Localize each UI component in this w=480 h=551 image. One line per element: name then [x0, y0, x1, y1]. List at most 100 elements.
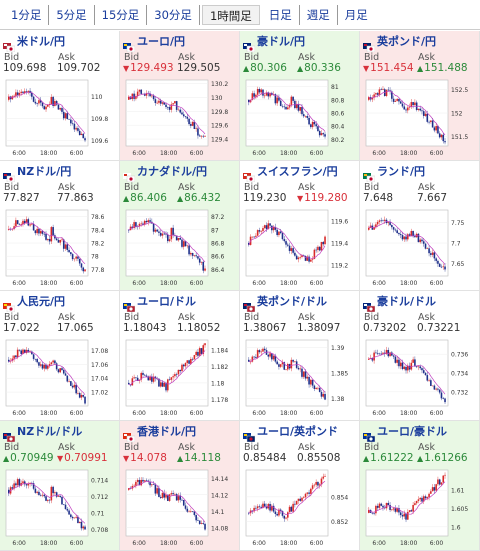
chart-area[interactable]: 81 80.8 80.6 80.4 80.2 6:00 18:00 6:00	[242, 76, 358, 158]
chart-area[interactable]: 110 109.8 109.6 6:00 18:00 6:00	[2, 76, 118, 158]
currency-card[interactable]: ランド/円 Bid Ask 7.648 7.667 7.75 7.7 7.65 6:00 18:0…	[360, 161, 480, 291]
chart-area[interactable]: 17.08 17.06 17.04 17.02 6:00 18:00 6:00	[2, 336, 118, 418]
chart-area[interactable]: 7.75 7.7 7.65 6:00 18:00 6:00	[362, 206, 478, 288]
currency-card[interactable]: 英ポンド/円 Bid Ask 151.454 151.488 152.5 152 151.5 6…	[360, 31, 480, 161]
candle-body	[263, 348, 266, 351]
pair-title-link[interactable]: ユーロ/ドル	[137, 295, 197, 308]
currency-flag-icon	[243, 37, 256, 52]
currency-card[interactable]: 米ドル/円 Bid Ask 109.698 109.702 110 109.8 109.6 6:…	[0, 31, 120, 161]
tab-timeframe[interactable]: 5分足	[49, 4, 95, 25]
tab-timeframe[interactable]: 15分足	[95, 4, 148, 25]
bid-value: 1.18043	[123, 322, 167, 334]
moving-average-line	[128, 222, 206, 263]
pair-title-link[interactable]: 人民元/円	[17, 295, 66, 308]
tab-timeframe[interactable]: 週足	[300, 4, 338, 25]
candle-body	[315, 482, 317, 485]
bid-label: Bid	[364, 52, 380, 63]
pair-title-link[interactable]: 豪ドル/ドル	[377, 295, 437, 308]
pair-title-link[interactable]: ユーロ/英ポンド	[257, 425, 339, 438]
candle-body	[29, 351, 31, 353]
tab-timeframe[interactable]: 1時間足	[201, 4, 260, 25]
currency-card[interactable]: ユーロ/ドル Bid Ask 1.18043 1.18052 1.184 1.182 1.18…	[120, 291, 240, 421]
moving-average-line	[248, 92, 326, 132]
candle-body	[435, 484, 437, 491]
chart-area[interactable]: 0.736 0.734 0.732 6:00 18:00 6:00	[362, 336, 478, 418]
candle-body	[412, 102, 414, 106]
candle-body	[168, 239, 171, 242]
tab-timeframe[interactable]: 30分足	[147, 4, 200, 25]
chart-area[interactable]: 87.2 87 86.8 86.6 86.4 6:00 18:00 6:00	[122, 206, 238, 288]
tab-timeframe[interactable]: 日足	[262, 4, 300, 25]
candle-body	[306, 376, 309, 379]
candle-body	[82, 133, 85, 139]
x-tick-label: 6:00	[372, 150, 386, 157]
candle-body	[151, 484, 153, 486]
candle-body	[419, 239, 422, 243]
chart-area[interactable]: 14.14 14.12 14.1 14.08 6:00 18:00 6:00	[122, 466, 238, 548]
currency-card[interactable]: NZドル/ドルBidAsk0.709490.709910.7140.7120.7…	[0, 421, 120, 551]
candle-body	[45, 496, 47, 501]
pair-title-link[interactable]: 英ポンド/円	[377, 35, 437, 48]
pair-title-link[interactable]: ユーロ/豪ドル	[377, 425, 448, 438]
chart-area[interactable]: 1.61 1.605 1.6 6:00 18:00 6:00	[362, 466, 478, 548]
currency-card[interactable]: 香港ドル/円BidAsk14.07814.11814.1414.1214.114…	[120, 421, 240, 551]
currency-card[interactable]: ユーロ/英ポンド Bid Ask 0.85484 0.85508 0.854 0.852 6:…	[240, 421, 360, 551]
currency-card[interactable]: NZドル/円 Bid Ask 77.827 77.863 78.6 78.4 78.2 78 77…	[0, 161, 120, 291]
y-tick-label: 129.8	[211, 109, 228, 116]
candle-body	[313, 385, 316, 389]
candle-body	[253, 93, 255, 97]
pair-title-link[interactable]: NZドル/ドル	[17, 425, 83, 438]
candle-body	[440, 482, 443, 485]
candle-body	[385, 89, 388, 96]
candle-body	[193, 255, 196, 256]
chart-area[interactable]: 0.714 0.712 0.71 0.708 6:00 18:00 6:00	[2, 466, 118, 548]
candle-body	[172, 493, 174, 495]
chart-area[interactable]: 1.39 1.385 1.38 6:00 18:00 6:00	[242, 336, 358, 418]
candle-body	[177, 109, 180, 111]
chart-area[interactable]: 130.2 130 129.8 129.6 129.4 6:00 18:00 6:00	[122, 76, 238, 158]
x-tick-label: 18:00	[40, 410, 57, 417]
chart-area[interactable]: 78.6 78.4 78.2 78 77.8 6:00 18:00 6:00	[2, 206, 118, 288]
pair-title-link[interactable]: 豪ドル/円	[257, 35, 306, 48]
candle-body	[410, 230, 413, 236]
candle-body	[265, 225, 268, 230]
candle-body	[438, 389, 441, 393]
candle-body	[165, 233, 167, 235]
candle-body	[20, 350, 23, 354]
candle-body	[174, 494, 176, 495]
chart-area[interactable]: 152.5 152 151.5 6:00 18:00 6:00	[362, 76, 478, 158]
pair-title-link[interactable]: ユーロ/円	[137, 35, 186, 48]
tab-timeframe[interactable]: 月足	[344, 7, 368, 22]
candle-body	[158, 378, 160, 387]
candle-body	[159, 232, 162, 236]
candle-body	[410, 362, 413, 370]
pair-title-link[interactable]: 米ドル/円	[17, 35, 66, 48]
pair-title-link[interactable]: スイスフラン/円	[257, 165, 338, 178]
pair-title-link[interactable]: NZドル/円	[17, 165, 72, 178]
currency-card[interactable]: ユーロ/豪ドル Bid Ask 1.61222 1.61266 1.61 1.605 1.6 6…	[360, 421, 480, 551]
candle-body	[274, 94, 277, 104]
y-tick-label: 1.184	[211, 347, 228, 354]
candle-body	[200, 261, 203, 263]
currency-card[interactable]: スイスフラン/円BidAsk119.230119.280119.6119.411…	[240, 161, 360, 291]
candle-body	[299, 257, 302, 258]
currency-card[interactable]: カナダドル/円BidAsk86.40686.43287.28786.886.68…	[120, 161, 240, 291]
candle-body	[18, 92, 21, 95]
tab-timeframe[interactable]: 1分足	[4, 4, 50, 25]
currency-card[interactable]: 英ポンド/ドル Bid Ask 1.38067 1.38097 1.39 1.385 1.38…	[240, 291, 360, 421]
currency-card[interactable]: 人民元/円 Bid Ask 17.022 17.065 17.08 17.06 17.04 17…	[0, 291, 120, 421]
y-tick-label: 1.61	[451, 488, 465, 495]
currency-card[interactable]: 豪ドル/円 Bid Ask 80.306 80.336 81 80.8 80.6 80.4 80.…	[240, 31, 360, 161]
chart-area[interactable]: 1.184 1.182 1.18 1.178 6:00 18:00 6:00	[122, 336, 238, 418]
pair-title-link[interactable]: 英ポンド/ドル	[257, 295, 328, 308]
pair-title-link[interactable]: 香港ドル/円	[137, 425, 197, 438]
chart-area[interactable]: 0.854 0.852 6:00 18:00 6:00	[242, 466, 358, 548]
y-tick-label: 86.4	[211, 267, 225, 274]
currency-card[interactable]: 豪ドル/ドル Bid Ask 0.73202 0.73221 0.736 0.734 0.73…	[360, 291, 480, 421]
currency-card[interactable]: ユーロ/円 Bid Ask 129.493 129.505 130.2 130 129.8 12…	[120, 31, 240, 161]
y-tick-label: 0.732	[451, 389, 468, 396]
chart-area[interactable]: 119.6 119.4 119.2 6:00 18:00 6:00	[242, 206, 358, 288]
pair-title-link[interactable]: カナダドル/円	[137, 165, 208, 178]
pair-title-link[interactable]: ランド/円	[377, 165, 426, 178]
candle-body	[152, 484, 155, 485]
